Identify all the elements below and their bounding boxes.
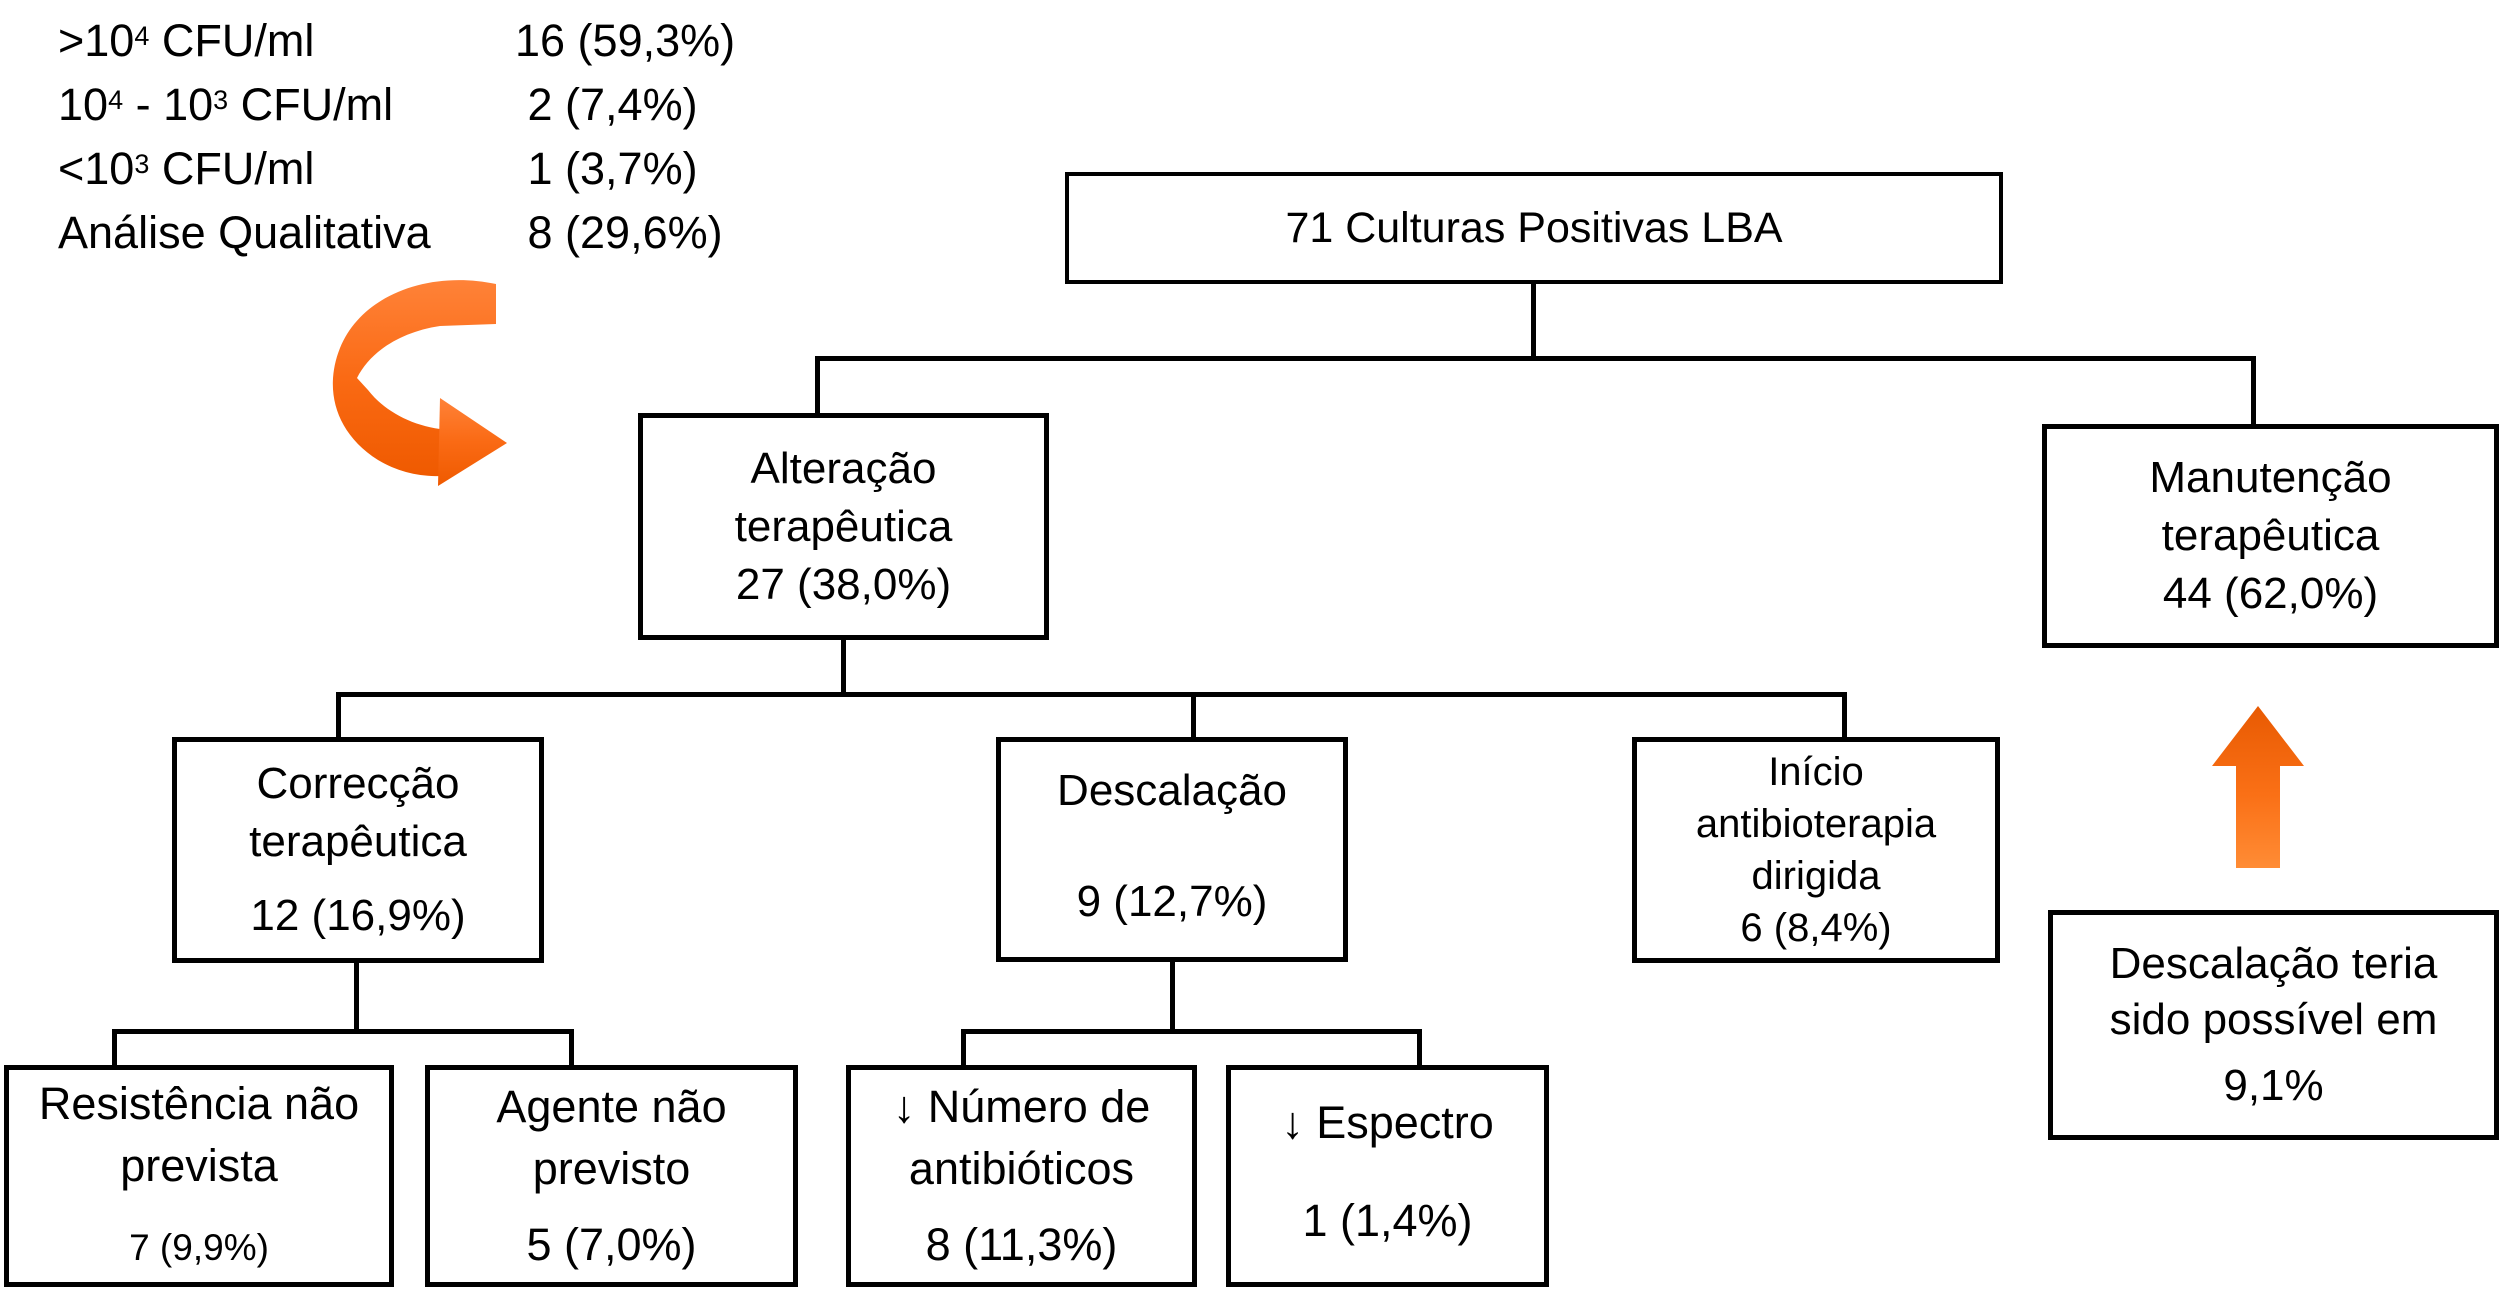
node-value: 9,1% [2223,1061,2324,1110]
node-value: 44 (62,0%) [2162,569,2379,618]
legend-label-unit: CFU/ml [149,15,315,66]
node-label: Manutenção [2149,453,2392,502]
node-descalacao-possivel: Descalação teria sido possível em 9,1% [2048,910,2499,1140]
node-manutencao-terapeutica: Manutenção terapêutica 44 (62,0%) [2042,424,2499,648]
node-value: 6 (8,4%) [1740,906,1892,950]
legend-label: - 10 [123,79,214,130]
node-label: ↓ Número de [892,1081,1151,1132]
node-espectro: ↓ Espectro 1 (1,4%) [1226,1065,1549,1287]
legend-row: Análise Qualitativa 8 (29,6%) [58,204,735,262]
node-label: Início [1768,750,1864,794]
connector-drop-descalacao [1191,692,1196,737]
up-arrow-icon [2212,706,2304,868]
connector-drop-alteracao [815,356,820,413]
legend-label: Análise Qualitativa [58,207,431,258]
node-value: 12 (16,9%) [250,891,466,940]
node-value: 1 (1,4%) [1302,1195,1473,1246]
node-label: prevista [120,1140,278,1191]
legend-label: >10 [58,15,135,66]
legend-superscript: 3 [134,148,150,179]
cfu-legend: >104 CFU/ml 16 (59,3%) 104 - 103 CFU/ml … [58,12,735,262]
legend-row: <103 CFU/ml 1 (3,7%) [58,140,735,204]
node-numero-antibioticos: ↓ Número de antibióticos 8 (11,3%) [846,1065,1197,1287]
connector-level2-horizontal [336,692,1847,697]
node-label: ↓ Espectro [1281,1097,1494,1148]
node-label: terapêutica [249,817,467,866]
node-label: Descalação teria [2109,939,2438,988]
legend-label: <10 [58,143,135,194]
node-label: sido possível em [2109,995,2438,1044]
node-alteracao-terapeutica: Alteração terapêutica 27 (38,0%) [638,413,1049,640]
legend-label: 10 [58,79,109,130]
node-label: dirigida [1751,854,1881,898]
node-value: 27 (38,0%) [735,559,952,609]
legend-label-unit: CFU/ml [149,143,315,194]
connector-drop-numero [961,1029,966,1065]
connector-drop-inicio [1842,692,1847,737]
curved-arrow-right-icon [332,280,507,486]
node-label: antibioterapia [1695,802,1937,846]
node-correccao-terapeutica: Correcção terapêutica 12 (16,9%) [172,737,544,963]
node-label: Correcção [256,759,460,808]
node-label: antibióticos [908,1143,1135,1194]
node-label: terapêutica [734,501,953,551]
node-culturas-positivas: 71 Culturas Positivas LBA [1065,172,2003,284]
node-value: 5 (7,0%) [526,1219,697,1270]
node-inicio-antibioterapia: Início antibioterapia dirigida 6 (8,4%) [1632,737,2000,963]
connector-drop-manutencao [2251,356,2256,424]
node-resistencia-nao-prevista: Resistência não prevista 7 (9,9%) [4,1065,394,1287]
node-agente-nao-previsto: Agente não previsto 5 (7,0%) [425,1065,798,1287]
connector-level3-right-horizontal [961,1029,1422,1034]
node-descalacao: Descalação 9 (12,7%) [996,737,1348,962]
connector-level1-horizontal [815,356,2256,361]
node-label: terapêutica [2161,511,2380,560]
node-label: 71 Culturas Positivas LBA [1285,204,1783,252]
connector-drop-agente [569,1029,574,1065]
legend-value: 1 (3,7%) [515,143,698,194]
connector-alteracao-stem [841,640,846,692]
legend-value: 8 (29,6%) [515,207,723,258]
node-label: previsto [532,1143,691,1194]
legend-superscript: 3 [213,84,229,115]
node-label: Descalação [1057,766,1287,815]
legend-superscript: 4 [134,20,150,51]
legend-label-unit: CFU/ml [228,79,394,130]
node-value: 9 (12,7%) [1076,877,1268,926]
legend-value: 2 (7,4%) [515,79,698,130]
connector-correccao-stem [354,962,359,1029]
connector-drop-resistencia [112,1029,117,1065]
node-label: Agente não [496,1081,727,1132]
connector-descalacao-stem [1170,961,1175,1029]
legend-superscript: 4 [108,84,124,115]
legend-row: 104 - 103 CFU/ml 2 (7,4%) [58,76,735,140]
node-value: 8 (11,3%) [925,1219,1118,1270]
node-label: Resistência não [38,1078,360,1129]
legend-value: 16 (59,3%) [515,15,736,66]
connector-level3-left-horizontal [112,1029,574,1034]
node-label: Alteração [750,443,937,493]
legend-row: >104 CFU/ml 16 (59,3%) [58,12,735,76]
node-value: 7 (9,9%) [129,1227,269,1268]
connector-drop-correccao [336,692,341,737]
connector-drop-espectro [1417,1029,1422,1065]
connector-root-stem [1531,284,1536,358]
